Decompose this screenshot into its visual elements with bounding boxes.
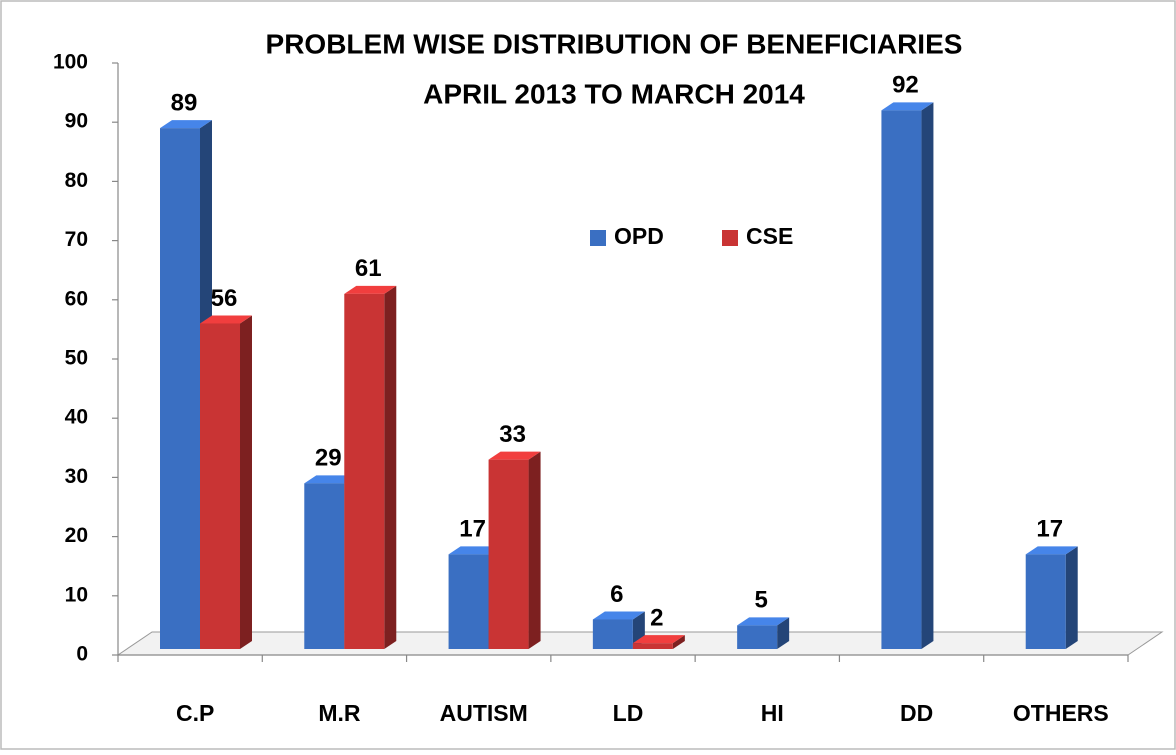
bar-top [592,611,645,620]
bar [881,102,934,650]
legend-swatch [722,230,738,246]
chart-title: PROBLEM WISE DISTRIBUTION OF BENEFICIARI… [266,28,963,59]
bar-side [777,617,790,649]
bar-side [672,635,685,649]
y-tick-label: 80 [65,169,88,192]
data-label: 56 [211,285,238,312]
data-label: 17 [1036,516,1063,543]
legend-label: OPD [614,223,664,249]
y-tick-label: 20 [65,524,88,547]
data-label: 5 [754,587,767,614]
y-tick-label: 40 [65,406,88,429]
data-label: 2 [650,605,663,632]
y-tick-label: 0 [76,643,88,666]
data-label: 6 [610,581,623,608]
bar-front [200,323,240,649]
bar [1025,546,1078,649]
bar [632,635,685,649]
bar-side [921,102,934,650]
bar-front [737,625,778,649]
chart-subtitle: APRIL 2013 TO MARCH 2014 [423,78,805,109]
bar-top [881,102,934,111]
bar-side [1065,546,1078,649]
bar [488,451,541,649]
bar-top [304,475,357,484]
bar-side [384,285,397,649]
bar-front [1025,554,1066,649]
data-label: 17 [459,516,486,543]
y-tick-label: 50 [65,347,88,370]
bar-front [592,619,633,649]
bar-top [344,285,397,294]
bar [344,285,397,649]
y-tick-label: 30 [65,465,88,488]
bar-side [240,315,252,649]
y-tick-label: 70 [65,228,88,251]
bar-front [881,110,922,650]
bar-front [448,554,489,649]
bar-top [160,120,212,129]
data-label: 89 [171,89,198,116]
bar-top [632,635,685,644]
bar-side [528,451,541,649]
y-tick-label: 90 [65,110,88,133]
bar-top [488,451,541,460]
x-tick-label: LD [613,700,644,726]
bar-top [200,315,252,324]
x-tick-label: C.P [176,700,214,726]
bar-top [448,546,501,555]
bar-front [304,483,345,649]
y-tick-label: 10 [65,583,88,606]
bar [737,617,790,649]
bar-front [632,643,673,649]
bar-top [1025,546,1078,555]
x-tick-label: AUTISM [440,700,528,726]
bar [200,315,252,649]
x-tick-label: HI [761,700,784,726]
x-tick-label: OTHERS [1013,700,1109,726]
data-label: 92 [892,72,919,99]
bar-front [160,128,200,649]
bar-front [344,293,385,649]
data-label: 29 [315,445,342,472]
y-tick-label: 60 [65,287,88,310]
legend-label: CSE [746,223,793,249]
y-tick-label: 100 [53,51,88,74]
x-tick-label: DD [900,700,933,726]
data-label: 33 [499,421,526,448]
x-tick-label: M.R [318,700,361,726]
bar-front [488,459,529,649]
bar-top [737,617,790,626]
data-label: 61 [355,255,382,282]
legend-swatch [590,230,606,246]
